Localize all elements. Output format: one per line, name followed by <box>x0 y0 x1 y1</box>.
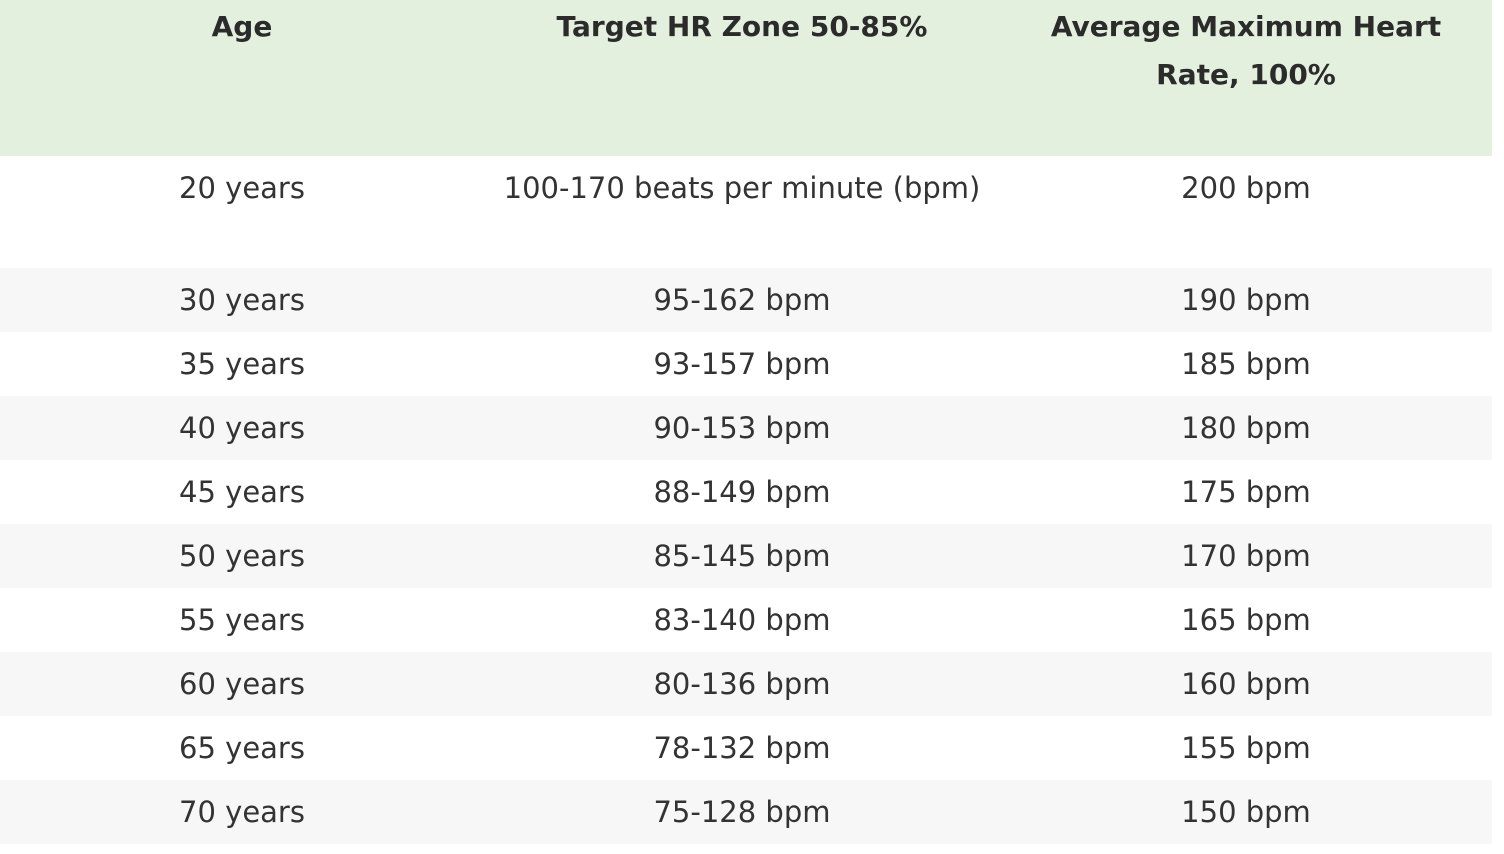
cell-target-zone: 100-170 beats per minute (bpm) <box>503 171 981 205</box>
cell-max-heart-rate: 150 bpm <box>1181 795 1311 829</box>
header-row: Age Target HR Zone 50-85% Average Maximu… <box>0 0 1492 156</box>
cell-max-heart-rate: 160 bpm <box>1181 667 1311 701</box>
header-age: Age <box>211 10 273 43</box>
table-row: 45 years 88-149 bpm 175 bpm <box>0 460 1492 524</box>
cell-age: 45 years <box>179 475 305 509</box>
cell-max-heart-rate: 155 bpm <box>1181 731 1311 765</box>
cell-age: 60 years <box>179 667 305 701</box>
table-row: 35 years 93-157 bpm 185 bpm <box>0 332 1492 396</box>
cell-age: 35 years <box>179 347 305 381</box>
cell-max-heart-rate: 165 bpm <box>1181 603 1311 637</box>
table-row: 70 years 75-128 bpm 150 bpm <box>0 780 1492 844</box>
table-row: 20 years 100-170 beats per minute (bpm) … <box>0 156 1492 268</box>
cell-target-zone: 95-162 bpm <box>653 283 831 317</box>
cell-max-heart-rate: 200 bpm <box>1181 171 1311 205</box>
cell-age: 70 years <box>179 795 305 829</box>
cell-target-zone: 93-157 bpm <box>653 347 831 381</box>
table-row: 50 years 85-145 bpm 170 bpm <box>0 524 1492 588</box>
cell-age: 55 years <box>179 603 305 637</box>
cell-max-heart-rate: 175 bpm <box>1181 475 1311 509</box>
cell-target-zone: 78-132 bpm <box>653 731 831 765</box>
cell-target-zone: 88-149 bpm <box>653 475 831 509</box>
cell-target-zone: 75-128 bpm <box>653 795 831 829</box>
table-header: Age Target HR Zone 50-85% Average Maximu… <box>0 0 1492 156</box>
cell-target-zone: 90-153 bpm <box>653 411 831 445</box>
header-target-zone: Target HR Zone 50-85% <box>556 10 928 43</box>
cell-age: 30 years <box>179 283 305 317</box>
cell-target-zone: 83-140 bpm <box>653 603 831 637</box>
cell-max-heart-rate: 180 bpm <box>1181 411 1311 445</box>
cell-age: 20 years <box>179 171 305 205</box>
table-row: 60 years 80-136 bpm 160 bpm <box>0 652 1492 716</box>
cell-target-zone: 80-136 bpm <box>653 667 831 701</box>
cell-age: 50 years <box>179 539 305 573</box>
cell-age: 40 years <box>179 411 305 445</box>
table-row: 65 years 78-132 bpm 155 bpm <box>0 716 1492 780</box>
table-row: 55 years 83-140 bpm 165 bpm <box>0 588 1492 652</box>
cell-max-heart-rate: 190 bpm <box>1181 283 1311 317</box>
cell-age: 65 years <box>179 731 305 765</box>
cell-max-heart-rate: 185 bpm <box>1181 347 1311 381</box>
cell-target-zone: 85-145 bpm <box>653 539 831 573</box>
header-max-heart-rate: Average Maximum Heart Rate, 100% <box>1050 10 1442 91</box>
table-body: 20 years 100-170 beats per minute (bpm) … <box>0 156 1492 844</box>
table-row: 30 years 95-162 bpm 190 bpm <box>0 268 1492 332</box>
cell-max-heart-rate: 170 bpm <box>1181 539 1311 573</box>
table-row: 40 years 90-153 bpm 180 bpm <box>0 396 1492 460</box>
